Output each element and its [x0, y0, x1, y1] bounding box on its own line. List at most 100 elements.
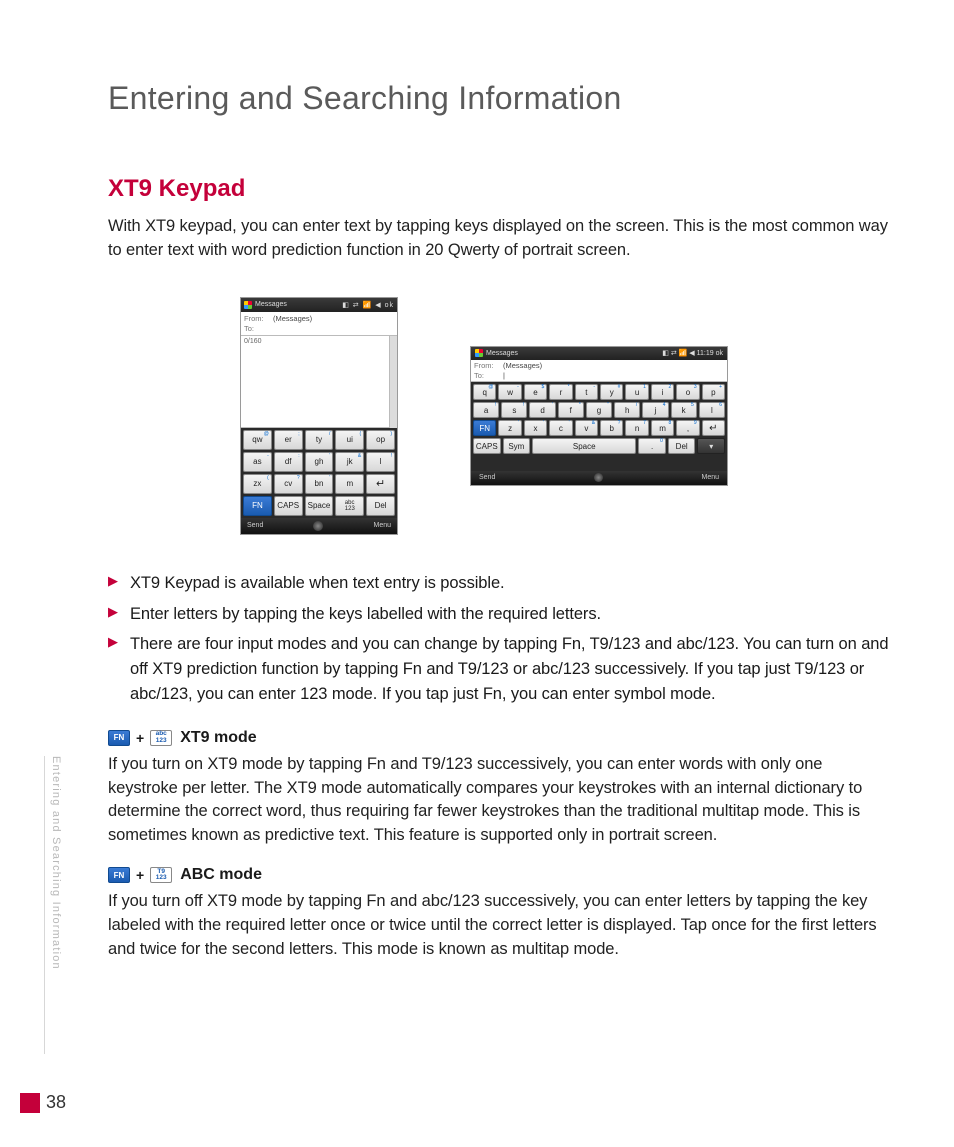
- key: m: [335, 474, 364, 494]
- key: r*: [549, 384, 572, 400]
- key: j4: [642, 402, 668, 418]
- bullet-list: ▶ XT9 Keypad is available when text entry…: [108, 571, 896, 707]
- key: x': [524, 420, 547, 436]
- bullet-item: ▶ XT9 Keypad is available when text entry…: [108, 571, 896, 596]
- bullet-text: Enter letters by tapping the keys labell…: [130, 602, 601, 627]
- key: Del: [668, 438, 696, 454]
- key: g": [586, 402, 612, 418]
- key: i2: [651, 384, 674, 400]
- landscape-home-dot-icon: [594, 473, 603, 482]
- bullet-marker-icon: ▶: [108, 602, 122, 627]
- key: df:: [274, 452, 303, 472]
- key: CAPS: [274, 496, 303, 516]
- key: jk&: [335, 452, 364, 472]
- portrait-textarea: 0/160: [241, 336, 389, 428]
- key: zx(: [243, 474, 272, 494]
- document-page: Entering and Searching Information XT9 K…: [0, 0, 954, 1147]
- cursor: |: [503, 371, 505, 381]
- key: CAPS: [473, 438, 501, 454]
- key: w-: [498, 384, 521, 400]
- from-value: (Messages): [503, 361, 542, 371]
- landscape-status-icons: ◧ ⇄ 📶 ◀ 11:19 ok: [662, 349, 723, 357]
- plus-icon: +: [136, 730, 144, 746]
- key: z': [498, 420, 521, 436]
- abc123-chip-icon: abc123: [150, 730, 172, 746]
- xt9-mode-label: XT9 mode: [180, 729, 256, 747]
- from-value: (Messages): [273, 314, 312, 324]
- t9123-chip-icon: T9123: [150, 867, 172, 883]
- page-number: 38: [46, 1092, 66, 1113]
- key: op): [366, 430, 395, 450]
- bullet-text: XT9 Keypad is available when text entry …: [130, 571, 505, 596]
- key: gh': [305, 452, 334, 472]
- key: t-: [575, 384, 598, 400]
- key: bn': [305, 474, 334, 494]
- key: p+: [702, 384, 725, 400]
- to-label: To:: [474, 371, 500, 381]
- key: f*: [558, 402, 584, 418]
- key: l6: [699, 402, 725, 418]
- fn-chip-icon: FN: [108, 867, 130, 883]
- char-counter: 0/160: [244, 338, 262, 345]
- portrait-send: Send: [247, 522, 263, 529]
- key: FN: [473, 420, 496, 436]
- key: l!: [366, 452, 395, 472]
- landscape-header-fields: From:(Messages) To:|: [471, 360, 727, 383]
- key: ty/: [305, 430, 334, 450]
- portrait-menu: Menu: [373, 522, 391, 529]
- key: ,9: [676, 420, 699, 436]
- key: q@: [473, 384, 496, 400]
- key: h/: [614, 402, 640, 418]
- portrait-home-dot-icon: [313, 521, 323, 531]
- key: k5: [671, 402, 697, 418]
- key: Sym: [503, 438, 531, 454]
- key: Space: [532, 438, 636, 454]
- bullet-text: There are four input modes and you can c…: [130, 632, 896, 706]
- side-tab-label: Entering and Searching Information: [50, 756, 62, 970]
- abc-mode-label: ABC mode: [180, 866, 262, 884]
- screenshot-landscape: Messages ◧ ⇄ 📶 ◀ 11:19 ok From:(Messages…: [470, 346, 728, 486]
- bullet-marker-icon: ▶: [108, 632, 122, 706]
- portrait-status-icons: ◧ ⇄ 📶 ◀ ok: [342, 301, 394, 309]
- plus-icon: +: [136, 867, 144, 883]
- key: d': [529, 402, 555, 418]
- key: cv?: [274, 474, 303, 494]
- portrait-header-fields: From:(Messages) To:: [241, 312, 397, 337]
- xt9-mode-header: FN + abc123 XT9 mode: [108, 729, 896, 747]
- abc-mode-block: FN + T9123 ABC mode If you turn off XT9 …: [108, 866, 896, 962]
- key: b?: [600, 420, 623, 436]
- key: c': [549, 420, 572, 436]
- key: u1: [625, 384, 648, 400]
- key: Space: [305, 496, 334, 516]
- side-rule: [44, 756, 45, 1054]
- key: ▾: [697, 438, 725, 454]
- fn-chip-icon: FN: [108, 730, 130, 746]
- chapter-title: Entering and Searching Information: [108, 80, 896, 117]
- key: .0: [638, 438, 666, 454]
- xt9-mode-body: If you turn on XT9 mode by tapping Fn an…: [108, 753, 896, 849]
- screenshot-portrait: Messages ◧ ⇄ 📶 ◀ ok From:(Messages) To: …: [240, 297, 398, 535]
- landscape-menu: Menu: [701, 474, 719, 481]
- key: FN: [243, 496, 272, 516]
- key: y#: [600, 384, 623, 400]
- bullet-item: ▶ Enter letters by tapping the keys label…: [108, 602, 896, 627]
- key: a!: [473, 402, 499, 418]
- section-title: XT9 Keypad: [108, 175, 896, 203]
- key: Del: [366, 496, 395, 516]
- key: ui(: [335, 430, 364, 450]
- key: as-: [243, 452, 272, 472]
- abc-mode-body: If you turn off XT9 mode by tapping Fn a…: [108, 890, 896, 962]
- bullet-marker-icon: ▶: [108, 571, 122, 596]
- bullet-item: ▶There are four input modes and you can …: [108, 632, 896, 706]
- key: m8: [651, 420, 674, 436]
- abc-mode-header: FN + T9123 ABC mode: [108, 866, 896, 884]
- to-label: To:: [244, 324, 270, 334]
- page-accent-square: [20, 1093, 40, 1113]
- screenshots-row: Messages ◧ ⇄ 📶 ◀ ok From:(Messages) To: …: [240, 297, 896, 535]
- key: abc 123: [335, 496, 364, 516]
- landscape-topbar: Messages ◧ ⇄ 📶 ◀ 11:19 ok: [471, 347, 727, 360]
- key: [366, 474, 395, 494]
- portrait-bottombar: Send Menu: [241, 518, 397, 534]
- key: n7: [625, 420, 648, 436]
- key: qw@: [243, 430, 272, 450]
